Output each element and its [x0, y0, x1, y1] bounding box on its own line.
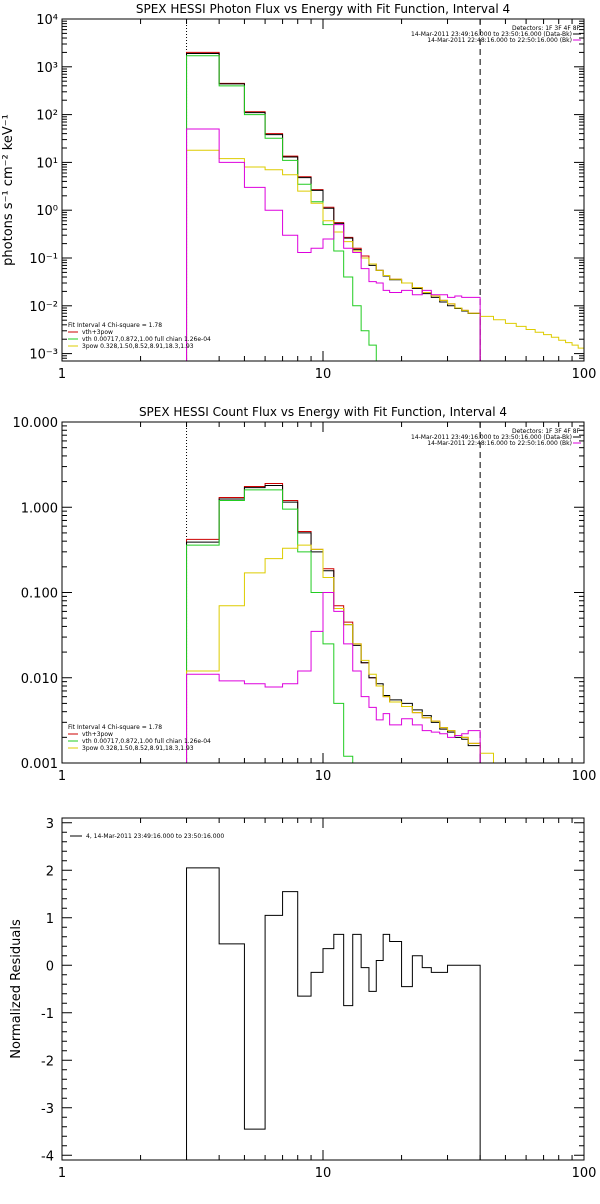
legend-entry: 3pow 0.328,1.50,8.52,8.91,18.3,1.93 [82, 745, 194, 752]
x-tick-label: 10 [315, 769, 332, 784]
x-tick-label: 10 [315, 1166, 332, 1181]
y-tick-label: 1 [46, 912, 54, 927]
legend-entry: 14-Mar-2011 22:48:16.000 to 22:50:16.000… [427, 37, 572, 44]
y-axis-label: Normalized Residuals [9, 919, 24, 1059]
y-tick-label: -2 [41, 1054, 54, 1069]
series-line-bk [186, 128, 481, 361]
y-tick-label: -4 [41, 1149, 54, 1164]
y-tick-label: 10⁻³ [29, 348, 58, 363]
series-line-3pow [186, 544, 506, 763]
series-line-bk [186, 592, 481, 763]
legend-bottom: Fit Interval 4 Chi-square = 1.78vth+3pow… [68, 724, 211, 752]
legend-entry: Detectors: 1F 3F 4F 8F [512, 428, 581, 435]
y-tick-label: 10³ [36, 61, 58, 76]
plot-frame [61, 421, 585, 764]
series-line-vth [186, 489, 362, 763]
legend-entry: 3pow 0.328,1.50,8.52,8.91,18.3,1.93 [82, 343, 194, 350]
legend-entry: 14-Mar-2011 23:49:16.000 to 23:50:16.000… [411, 434, 572, 441]
y-tick-label: -1 [41, 1007, 54, 1022]
y-tick-label: 0.001 [21, 757, 58, 772]
series-line-vth [186, 55, 384, 361]
y-tick-label: 10¹ [36, 156, 58, 171]
series-line-4-14-mar-2011-23-49-16-000-to-23-50-16-000 [186, 867, 481, 1160]
legend-entry: Detectors: 1F 3F 4F 8F [512, 25, 581, 32]
x-tick-label: 100 [572, 367, 597, 382]
legend-entry: 4, 14-Mar-2011 23:49:16.000 to 23:50:16.… [86, 833, 224, 840]
series-line-3pow [186, 149, 584, 361]
x-tick-label: 10 [315, 367, 332, 382]
y-tick-label: 1.000 [21, 501, 58, 516]
plot-frame [61, 18, 585, 362]
y-tick-label: 2 [46, 864, 54, 879]
legend-top: 4, 14-Mar-2011 23:49:16.000 to 23:50:16.… [70, 833, 224, 840]
y-tick-label: 0.010 [21, 672, 58, 687]
legend-entry: Fit Interval 4 Chi-square = 1.78 [68, 724, 162, 731]
x-tick-label: 1 [58, 367, 66, 382]
series-line-vth-3pow [186, 51, 481, 361]
y-axis-label: photons s⁻¹ cm⁻² keV⁻¹ [1, 114, 16, 266]
x-tick-label: 1 [58, 769, 66, 784]
y-tick-label: 10⁻¹ [29, 252, 58, 267]
legend-entry: vth 0.00717,0.872,1.00 full chian 1.26e-… [82, 336, 211, 343]
legend-entry: vth+3pow [82, 329, 113, 336]
y-tick-label: 0 [46, 959, 54, 974]
y-tick-label: 0.100 [21, 587, 58, 602]
chart-title: SPEX HESSI Photon Flux vs Energy with Fi… [136, 2, 510, 16]
y-tick-label: 10⁻² [29, 300, 58, 315]
y-ticks [62, 18, 584, 362]
legend-bottom: Fit Interval 4 Chi-square = 1.78vth+3pow… [68, 322, 211, 350]
y-tick-label: 10.000 [13, 416, 59, 431]
x-tick-label: 100 [572, 1166, 597, 1181]
y-tick-label: 10⁴ [36, 13, 58, 28]
series-group [186, 51, 584, 361]
y-tick-label: 3 [46, 817, 54, 832]
x-ticks [140, 19, 573, 361]
y-tick-label: -3 [41, 1102, 54, 1117]
series-group [186, 867, 481, 1160]
legend-entry: vth 0.00717,0.872,1.00 full chian 1.26e-… [82, 738, 211, 745]
series-group [186, 482, 506, 763]
chart-panel-1: SPEX HESSI Photon Flux vs Energy with Fi… [1, 2, 596, 382]
x-tick-label: 100 [572, 769, 597, 784]
legend-entry: 14-Mar-2011 23:49:16.000 to 23:50:16.000… [411, 31, 572, 38]
x-ticks [140, 818, 573, 1160]
x-ticks [140, 422, 573, 763]
chart-title: SPEX HESSI Count Flux vs Energy with Fit… [139, 405, 507, 419]
y-tick-label: 10⁰ [36, 204, 58, 219]
legend-entry: vth+3pow [82, 731, 113, 738]
legend-entry: 14-Mar-2011 22:48:16.000 to 22:50:16.000… [427, 440, 572, 447]
y-ticks [62, 822, 584, 1156]
y-tick-label: 10² [36, 109, 58, 124]
chart-panel-2: SPEX HESSI Count Flux vs Energy with Fit… [13, 405, 597, 784]
chart-panel-3: Normalized Residuals 1 10 100 -4 -3 -2 -1 0 1 2 3 4,… [9, 817, 596, 1181]
legend-entry: Fit Interval 4 Chi-square = 1.78 [68, 322, 162, 329]
plot-frame [61, 817, 585, 1161]
x-tick-label: 1 [58, 1166, 66, 1181]
